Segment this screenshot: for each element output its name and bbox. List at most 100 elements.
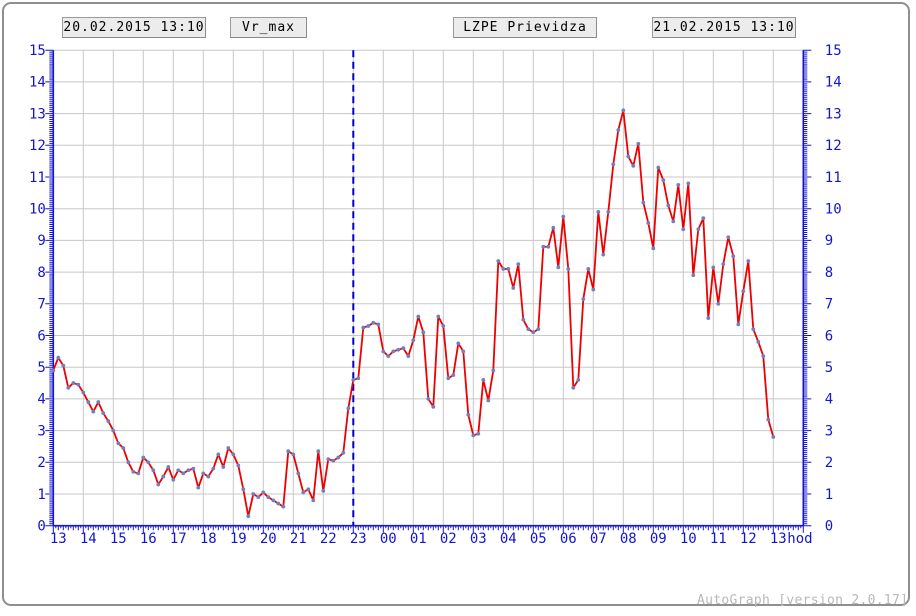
y-axis-label-right: 1 (825, 487, 833, 503)
y-axis-label-right: 5 (825, 360, 833, 376)
x-axis-hour-label: 15 (110, 531, 127, 547)
y-axis-label-left: 6 (37, 328, 45, 344)
data-point-marker (761, 354, 766, 359)
data-point-marker (626, 154, 631, 159)
data-point-marker (386, 354, 391, 359)
data-point-marker (191, 466, 196, 471)
data-point-marker (166, 465, 171, 469)
data-point-marker (221, 465, 226, 469)
data-point-marker (521, 317, 526, 322)
data-point-marker (301, 490, 306, 495)
x-axis-hour-label: 19 (230, 531, 247, 547)
data-point-marker (61, 363, 66, 368)
x-axis-hour-label: 01 (410, 531, 427, 547)
x-axis-hour-label: 11 (710, 531, 727, 547)
x-axis-hour-label: 22 (320, 531, 337, 547)
data-point-marker (711, 265, 716, 270)
y-axis-label-right: 14 (825, 75, 842, 91)
x-axis-hour-label: 09 (650, 531, 667, 547)
data-point-marker (526, 327, 531, 332)
y-axis-label-left: 2 (37, 455, 45, 471)
y-axis-label-left: 14 (29, 75, 46, 91)
data-point-marker (471, 433, 476, 438)
data-point-marker (631, 164, 636, 168)
y-axis-label-left: 15 (29, 43, 46, 59)
y-axis-label-left: 11 (29, 170, 46, 186)
data-point-marker (281, 504, 286, 509)
x-axis-hour-label: 13 (770, 531, 787, 547)
data-point-marker (236, 463, 241, 468)
data-point-marker (661, 178, 666, 183)
y-axis-label-right: 11 (825, 170, 842, 186)
data-point-marker (86, 400, 91, 404)
data-point-marker (451, 373, 456, 378)
data-point-marker (351, 377, 356, 382)
data-point-marker (346, 406, 351, 411)
x-axis-hour-label: 23 (350, 531, 367, 547)
data-point-marker (606, 209, 611, 214)
data-point-marker (446, 376, 451, 381)
data-point-marker (516, 262, 521, 267)
data-point-marker (551, 225, 556, 230)
data-point-marker (306, 487, 311, 492)
y-axis-label-right: 10 (825, 202, 842, 218)
data-point-marker (486, 398, 491, 403)
data-point-marker (701, 216, 706, 221)
x-axis-hour-label: 10 (680, 531, 697, 547)
data-point-marker (251, 492, 256, 496)
x-axis-hour-label: 16 (140, 531, 157, 547)
data-point-marker (131, 469, 136, 474)
y-axis-label-right: 9 (825, 233, 833, 249)
data-point-marker (396, 347, 401, 352)
axis-lines (52, 50, 805, 527)
data-point-marker (506, 267, 511, 271)
data-point-marker (496, 259, 501, 263)
start-datetime-box: 20.02.2015 13:10 (62, 17, 206, 38)
data-point-marker (731, 254, 736, 259)
data-point-marker (56, 355, 61, 360)
data-point-marker (436, 314, 441, 319)
data-point-marker (681, 227, 686, 232)
x-axis-hour-label: 17 (170, 531, 187, 547)
data-point-marker (461, 349, 466, 354)
data-point-marker (561, 214, 566, 219)
x-axis-hour-label: 08 (620, 531, 637, 547)
y-axis-label-right: 7 (825, 297, 833, 313)
data-point-marker (456, 341, 461, 346)
app-version-credit: AutoGraph [version 2.0.17] (697, 593, 909, 608)
data-point-marker (336, 455, 341, 460)
data-point-marker (121, 446, 126, 450)
data-point-marker (371, 320, 376, 325)
data-point-marker (726, 235, 731, 240)
data-point-marker (641, 200, 646, 205)
y-axis-label-left: 4 (37, 392, 45, 408)
data-point-marker (546, 244, 551, 249)
data-point-marker (216, 452, 221, 457)
x-axis-hour-label: 02 (440, 531, 457, 547)
x-axis-unit-label: hod (787, 531, 812, 547)
data-point-marker (291, 452, 296, 457)
x-axis-hour-label: 03 (470, 531, 487, 547)
data-point-marker (511, 286, 516, 290)
data-point-marker (261, 490, 266, 495)
data-point-marker (391, 349, 396, 354)
data-point-marker (611, 162, 616, 167)
data-point-marker (316, 449, 321, 454)
y-axis-label-left: 7 (37, 297, 45, 313)
data-point-marker (331, 458, 336, 463)
data-point-marker (366, 324, 371, 328)
data-point-marker (241, 487, 246, 492)
data-point-marker (616, 128, 621, 132)
data-point-marker (161, 474, 166, 479)
data-point-marker (271, 498, 276, 503)
data-point-marker (671, 219, 676, 224)
data-point-marker (566, 267, 571, 271)
y-axis-label-right: 8 (825, 265, 833, 281)
data-point-marker (286, 449, 291, 454)
data-point-marker (706, 316, 711, 320)
y-axis-label-right: 0 (825, 519, 833, 535)
data-point-marker (156, 482, 161, 487)
grid-lines (53, 49, 804, 526)
data-point-marker (231, 452, 236, 457)
